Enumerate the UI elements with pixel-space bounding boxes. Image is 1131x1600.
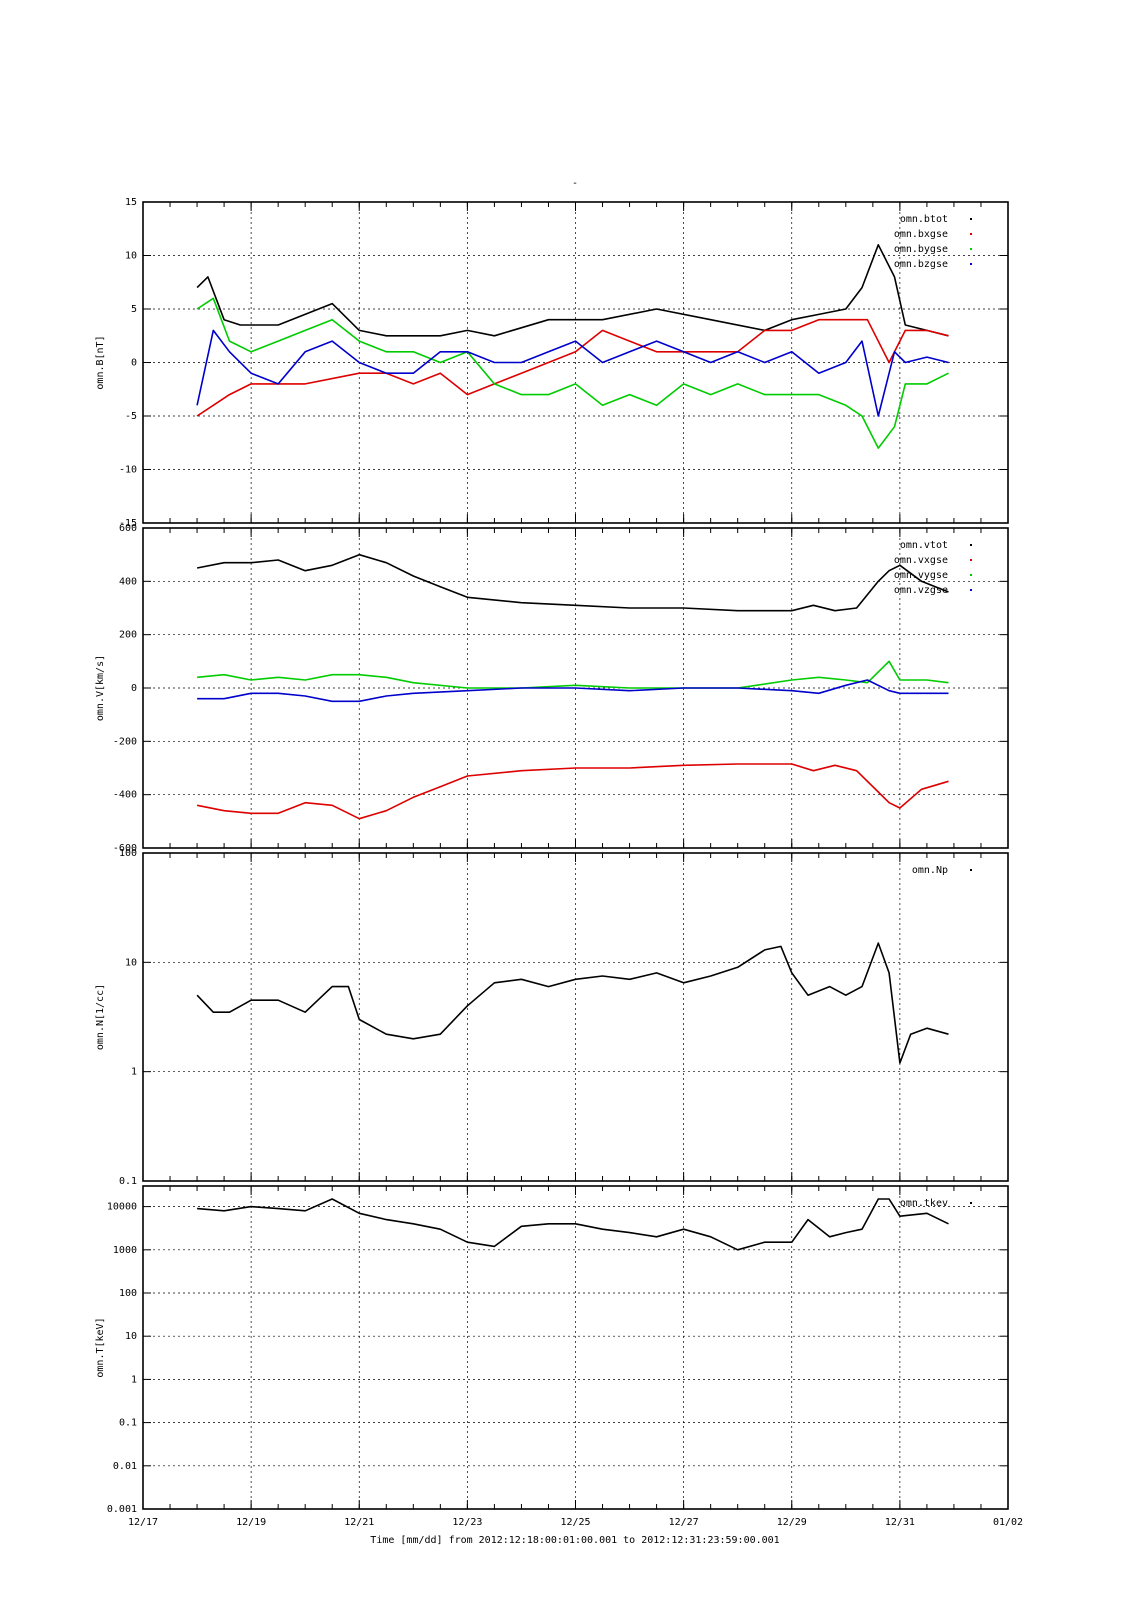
panel-3: 100 10 1 0.1 omn.N[1/cc] omn.Np [95, 848, 1009, 1187]
y-tick-label: 1 [131, 1374, 137, 1385]
panel-1: 15 10 5 0 -5 -10 -15 omn.B[nT] omn.btot omn.bxgse… [95, 197, 1009, 529]
legend-label: omn.bygse [894, 244, 948, 255]
legend-marker [970, 574, 972, 576]
legend-marker [970, 544, 972, 546]
legend-marker [970, 559, 972, 561]
y-tick-label: -15 [119, 518, 137, 529]
series-trace-omn-btot [196, 244, 949, 337]
legend-label: omn.tkev [900, 1198, 948, 1209]
y-tick-label: -600 [113, 843, 137, 854]
y-tick-label: 600 [119, 523, 137, 534]
y-axis-label: omn.T[keV] [95, 1317, 106, 1377]
series-trace-omn-vxgse [196, 763, 949, 820]
x-tick-label: 12/23 [452, 1517, 482, 1528]
y-tick-label: 0.1 [119, 1176, 137, 1187]
y-axis-label: omn.V[km/s] [95, 655, 106, 721]
x-tick-label: 12/21 [344, 1517, 374, 1528]
series-trace-omn-vzgse [197, 679, 949, 703]
legend-marker [970, 233, 972, 235]
y-tick-label: 0 [131, 683, 137, 694]
panel-frame [142, 201, 1009, 524]
y-axis-label: omn.B[nT] [95, 335, 106, 389]
y-tick-label: 100 [119, 848, 137, 859]
legend-marker [970, 1202, 972, 1204]
y-tick-label: 1000 [113, 1245, 137, 1256]
legend-label: omn.vzgse [894, 585, 948, 596]
legend-label: omn.bzgse [894, 259, 948, 270]
series-trace-omn-bxgse [196, 318, 949, 417]
y-tick-label: -200 [113, 736, 137, 747]
y-tick-label: 400 [119, 576, 137, 587]
panel-2: 600 400 200 0 -200 -400 -600 omn.V[km/s] omn.vto… [95, 523, 1009, 854]
y-tick-label: 10 [125, 251, 137, 262]
legend-marker [970, 218, 972, 220]
panels: 151050-5-10-15omn.B[nT]omn.btotomn.bxgse… [95, 197, 1009, 1515]
x-tick-label: 12/17 [128, 1517, 158, 1528]
panel-frame [142, 1185, 1009, 1510]
panel-frame [142, 527, 1009, 849]
figure-title: - [572, 178, 578, 189]
legend-label: omn.vtot [900, 540, 948, 551]
x-tick-label: 12/29 [777, 1517, 807, 1528]
y-tick-label: 10000 [107, 1202, 137, 1213]
x-tick-label: 12/27 [669, 1517, 699, 1528]
y-tick-label: 5 [131, 304, 137, 315]
legend-label: omn.bxgse [894, 229, 948, 240]
y-axis-label: omn.N[1/cc] [95, 984, 106, 1050]
x-tick-label: 01/02 [993, 1517, 1023, 1528]
y-tick-label: 0.1 [119, 1418, 137, 1429]
y-tick-label: -5 [125, 411, 137, 422]
legend-marker [970, 589, 972, 591]
series-trace-omn-vtot [196, 553, 949, 612]
x-axis-label: Time [mm/dd] from 2012:12:18:00:01:00.00… [370, 1535, 779, 1546]
x-tick-label: 12/25 [560, 1517, 590, 1528]
y-tick-label: 200 [119, 630, 137, 641]
y-tick-label: 100 [119, 1288, 137, 1299]
y-tick-label: -400 [113, 790, 137, 801]
legend-label: omn.vygse [894, 570, 948, 581]
y-tick-label: 0.001 [107, 1504, 137, 1515]
y-tick-label: 15 [125, 197, 137, 208]
panel-4: 10000 1000 100 10 1 0.1 0.01 0.001 omn.T[keV] omn… [95, 1185, 1009, 1515]
series-trace-omn-bzgse [196, 329, 949, 417]
y-tick-label: 10 [125, 1331, 137, 1342]
y-tick-label: -10 [119, 465, 137, 476]
legend-marker [970, 263, 972, 265]
series-trace-omn-Np [196, 942, 949, 1064]
y-tick-label: 10 [125, 957, 137, 968]
y-tick-label: 1 [131, 1067, 137, 1078]
x-axis: 12/17 12/19 12/21 12/23 12/25 12/27 12/29 12/31… [128, 1517, 1023, 1528]
x-tick-label: 12/31 [885, 1517, 915, 1528]
series-trace-omn-vygse [197, 660, 949, 689]
legend-label: omn.btot [900, 214, 948, 225]
series-trace-omn-tkev [197, 1198, 949, 1251]
y-tick-label: 0.01 [113, 1461, 137, 1472]
series-trace-omn-bygse [196, 297, 949, 449]
legend-marker [970, 869, 972, 871]
legend-label: omn.Np [912, 865, 948, 876]
panel-frame [142, 852, 1009, 1182]
y-tick-label: 0 [131, 358, 137, 369]
x-tick-label: 12/19 [236, 1517, 266, 1528]
legend-label: omn.vxgse [894, 555, 948, 566]
legend-marker [970, 248, 972, 250]
